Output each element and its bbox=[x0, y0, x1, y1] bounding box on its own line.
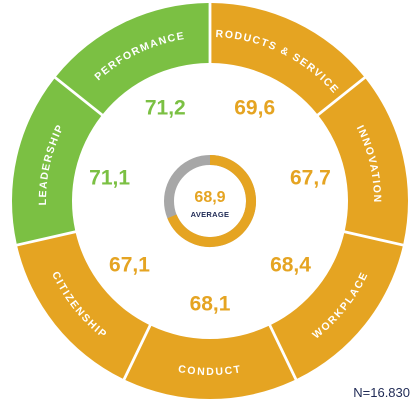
segment-value: 71,2 bbox=[145, 97, 186, 120]
value-label-group: 69,6 67,7 68,4 68,1 67,1 71,1 71,2 bbox=[89, 97, 331, 316]
segment-leadership bbox=[11, 78, 102, 244]
segment-products-services bbox=[211, 3, 364, 114]
segment-conduct bbox=[125, 325, 295, 400]
segment-value: 68,1 bbox=[190, 293, 231, 316]
segment-value: 69,6 bbox=[234, 97, 275, 120]
average-gauge: 68,9 AVERAGE bbox=[164, 155, 256, 247]
segment-workplace bbox=[271, 233, 403, 379]
average-value: 68,9 bbox=[194, 189, 225, 206]
segment-citizenship bbox=[17, 233, 149, 379]
segment-innovation bbox=[318, 78, 408, 244]
segment-value: 67,1 bbox=[109, 254, 150, 277]
average-label: AVERAGE bbox=[191, 210, 230, 219]
segment-label: CONDUCT bbox=[177, 363, 242, 378]
segment-group bbox=[11, 3, 408, 400]
segment-value: 68,4 bbox=[270, 254, 311, 277]
segment-value: 67,7 bbox=[290, 167, 331, 190]
average-gauge-fill bbox=[167, 155, 256, 247]
segment-value: 71,1 bbox=[89, 167, 130, 190]
segment-performance bbox=[56, 3, 209, 114]
sample-size-footnote: N=16.830 bbox=[353, 385, 410, 400]
